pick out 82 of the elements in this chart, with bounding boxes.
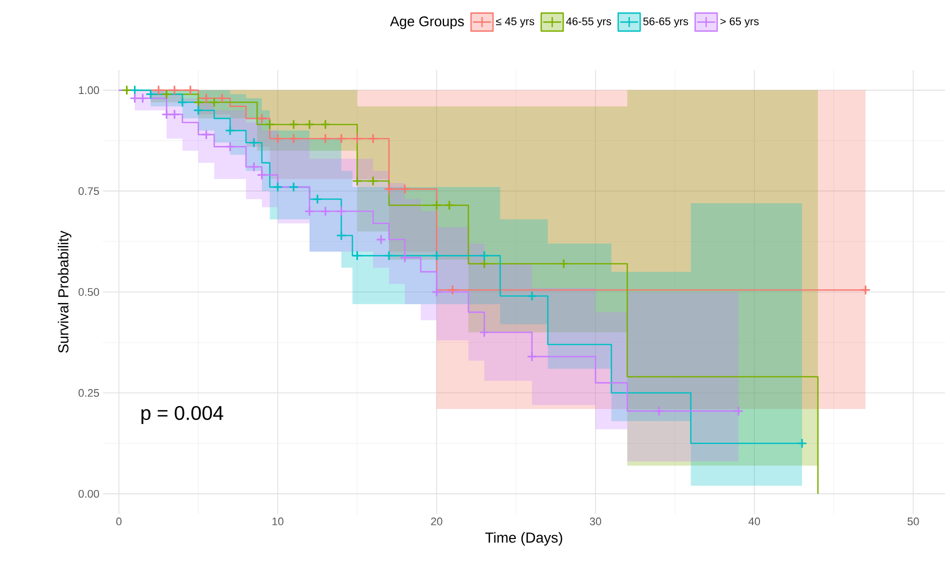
point <box>336 133 346 144</box>
point <box>479 250 490 261</box>
point <box>161 109 172 120</box>
point <box>312 194 323 204</box>
point <box>185 84 196 96</box>
point <box>201 93 212 104</box>
point <box>169 109 180 120</box>
point <box>177 97 188 108</box>
x-tick-label: 30 <box>590 518 602 526</box>
point <box>193 97 204 108</box>
y-tick-label: 1.00 <box>78 86 100 94</box>
point <box>431 200 442 210</box>
point <box>304 119 315 130</box>
point <box>479 327 490 338</box>
y-tick-label: 0.75 <box>78 187 100 195</box>
point <box>304 206 315 216</box>
point <box>336 230 346 241</box>
point <box>431 250 442 261</box>
x-tick-label: 50 <box>908 518 919 526</box>
x-axis-title: Time (Days) <box>485 532 562 546</box>
point <box>256 170 268 180</box>
point <box>264 119 275 130</box>
point <box>272 133 283 144</box>
legend-label: ≤ 45 yrs <box>496 18 534 28</box>
point <box>526 351 538 362</box>
legend-label: > 65 yrs <box>720 17 759 28</box>
legend-label: 46-55 yrs <box>566 17 612 28</box>
point <box>479 258 490 269</box>
x-tick-label: 20 <box>431 518 442 526</box>
point <box>248 162 260 172</box>
legend-label: 56-65 yrs <box>643 17 688 28</box>
point <box>161 89 172 100</box>
x-tick-label: 10 <box>272 518 284 526</box>
point <box>216 93 228 104</box>
point <box>444 200 455 210</box>
point <box>320 133 331 144</box>
point <box>860 284 871 296</box>
x-tick-label: 40 <box>748 518 760 526</box>
y-axis-title: Survival Probability <box>58 230 72 353</box>
point <box>320 206 331 216</box>
point <box>224 125 236 136</box>
point <box>384 250 394 261</box>
point <box>272 182 283 192</box>
y-tick-label: 0.50 <box>78 288 100 296</box>
point <box>352 250 362 261</box>
point <box>288 182 299 192</box>
point <box>654 406 664 416</box>
point <box>400 184 410 194</box>
legend-title: Age Groups <box>390 16 464 30</box>
point <box>224 142 236 152</box>
point <box>368 133 378 144</box>
point <box>733 406 744 416</box>
point <box>248 137 260 148</box>
point <box>526 290 538 302</box>
y-tick-label: 0.00 <box>78 490 100 498</box>
point <box>209 97 220 108</box>
point <box>796 438 808 449</box>
point <box>447 284 458 296</box>
point <box>376 234 386 245</box>
point <box>201 129 212 140</box>
y-tick-label: 0.25 <box>78 389 100 397</box>
point <box>400 252 410 263</box>
point <box>431 286 442 298</box>
point <box>145 89 156 100</box>
point <box>288 119 299 130</box>
point <box>288 133 299 144</box>
point <box>384 184 394 194</box>
point <box>130 93 140 104</box>
point <box>256 113 268 124</box>
point <box>130 84 140 96</box>
point <box>320 119 331 130</box>
x-tick-label: 0 <box>116 518 122 526</box>
point <box>169 84 180 96</box>
point <box>193 105 204 116</box>
point <box>336 206 346 216</box>
point <box>352 133 362 144</box>
point <box>352 176 362 186</box>
point <box>138 93 148 104</box>
point <box>153 84 164 96</box>
annotation: p = 0.004 <box>141 406 224 424</box>
point <box>558 258 569 269</box>
point <box>368 176 378 186</box>
